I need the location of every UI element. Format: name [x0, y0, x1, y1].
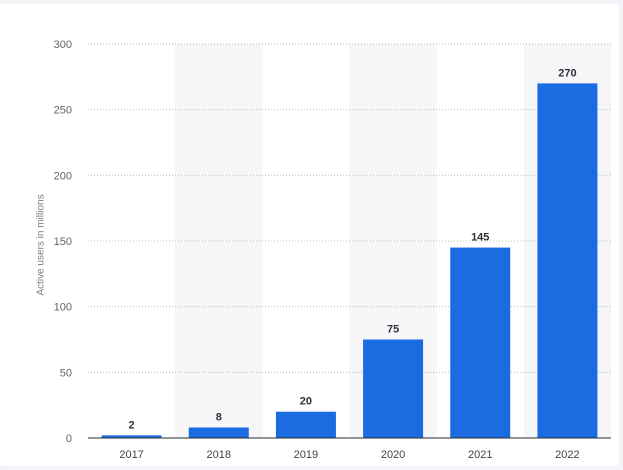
y-tick-label: 0	[66, 433, 72, 445]
bar-2021	[450, 247, 511, 438]
bar-2020	[363, 339, 424, 438]
x-tick-label: 2017	[119, 449, 143, 461]
data-label: 270	[558, 67, 576, 79]
x-tick-label: 2021	[468, 449, 492, 461]
bar-chart: 0 50 100 150 200 250 300 2 8 20 75 145 270 2017 2018…	[54, 39, 611, 461]
chart-card: 0 50 100 150 200 250 300 2 8 20 75 145 270 2017 2018…	[0, 4, 619, 466]
x-tick-label: 2022	[555, 449, 579, 461]
data-label: 145	[471, 232, 489, 244]
data-label: 20	[300, 396, 312, 408]
bars	[101, 83, 598, 439]
y-tick-label: 250	[54, 105, 72, 117]
data-labels: 2 8 20 75 145 270	[129, 67, 577, 431]
y-tick-label: 200	[54, 170, 72, 182]
data-label: 8	[216, 411, 222, 423]
x-tick-label: 2018	[207, 449, 231, 461]
y-axis-title: Active users in millions	[35, 194, 47, 296]
y-axis-ticks: 0 50 100 150 200 250 300	[54, 39, 72, 445]
bar-2022	[537, 83, 598, 439]
column-band	[175, 44, 263, 438]
y-tick-label: 300	[54, 39, 72, 51]
y-tick-label: 100	[54, 302, 72, 314]
y-tick-label: 150	[54, 236, 72, 248]
data-label: 2	[129, 419, 135, 431]
bar-2019	[275, 411, 336, 438]
bar-2018	[188, 427, 249, 438]
gridlines	[88, 43, 611, 373]
bar-2017	[101, 435, 162, 438]
x-axis-ticks: 2017 2018 2019 2020 2021 2022	[119, 449, 579, 461]
x-tick-label: 2020	[381, 449, 405, 461]
x-tick-label: 2019	[294, 449, 318, 461]
data-label: 75	[387, 324, 399, 336]
y-tick-label: 50	[60, 367, 72, 379]
